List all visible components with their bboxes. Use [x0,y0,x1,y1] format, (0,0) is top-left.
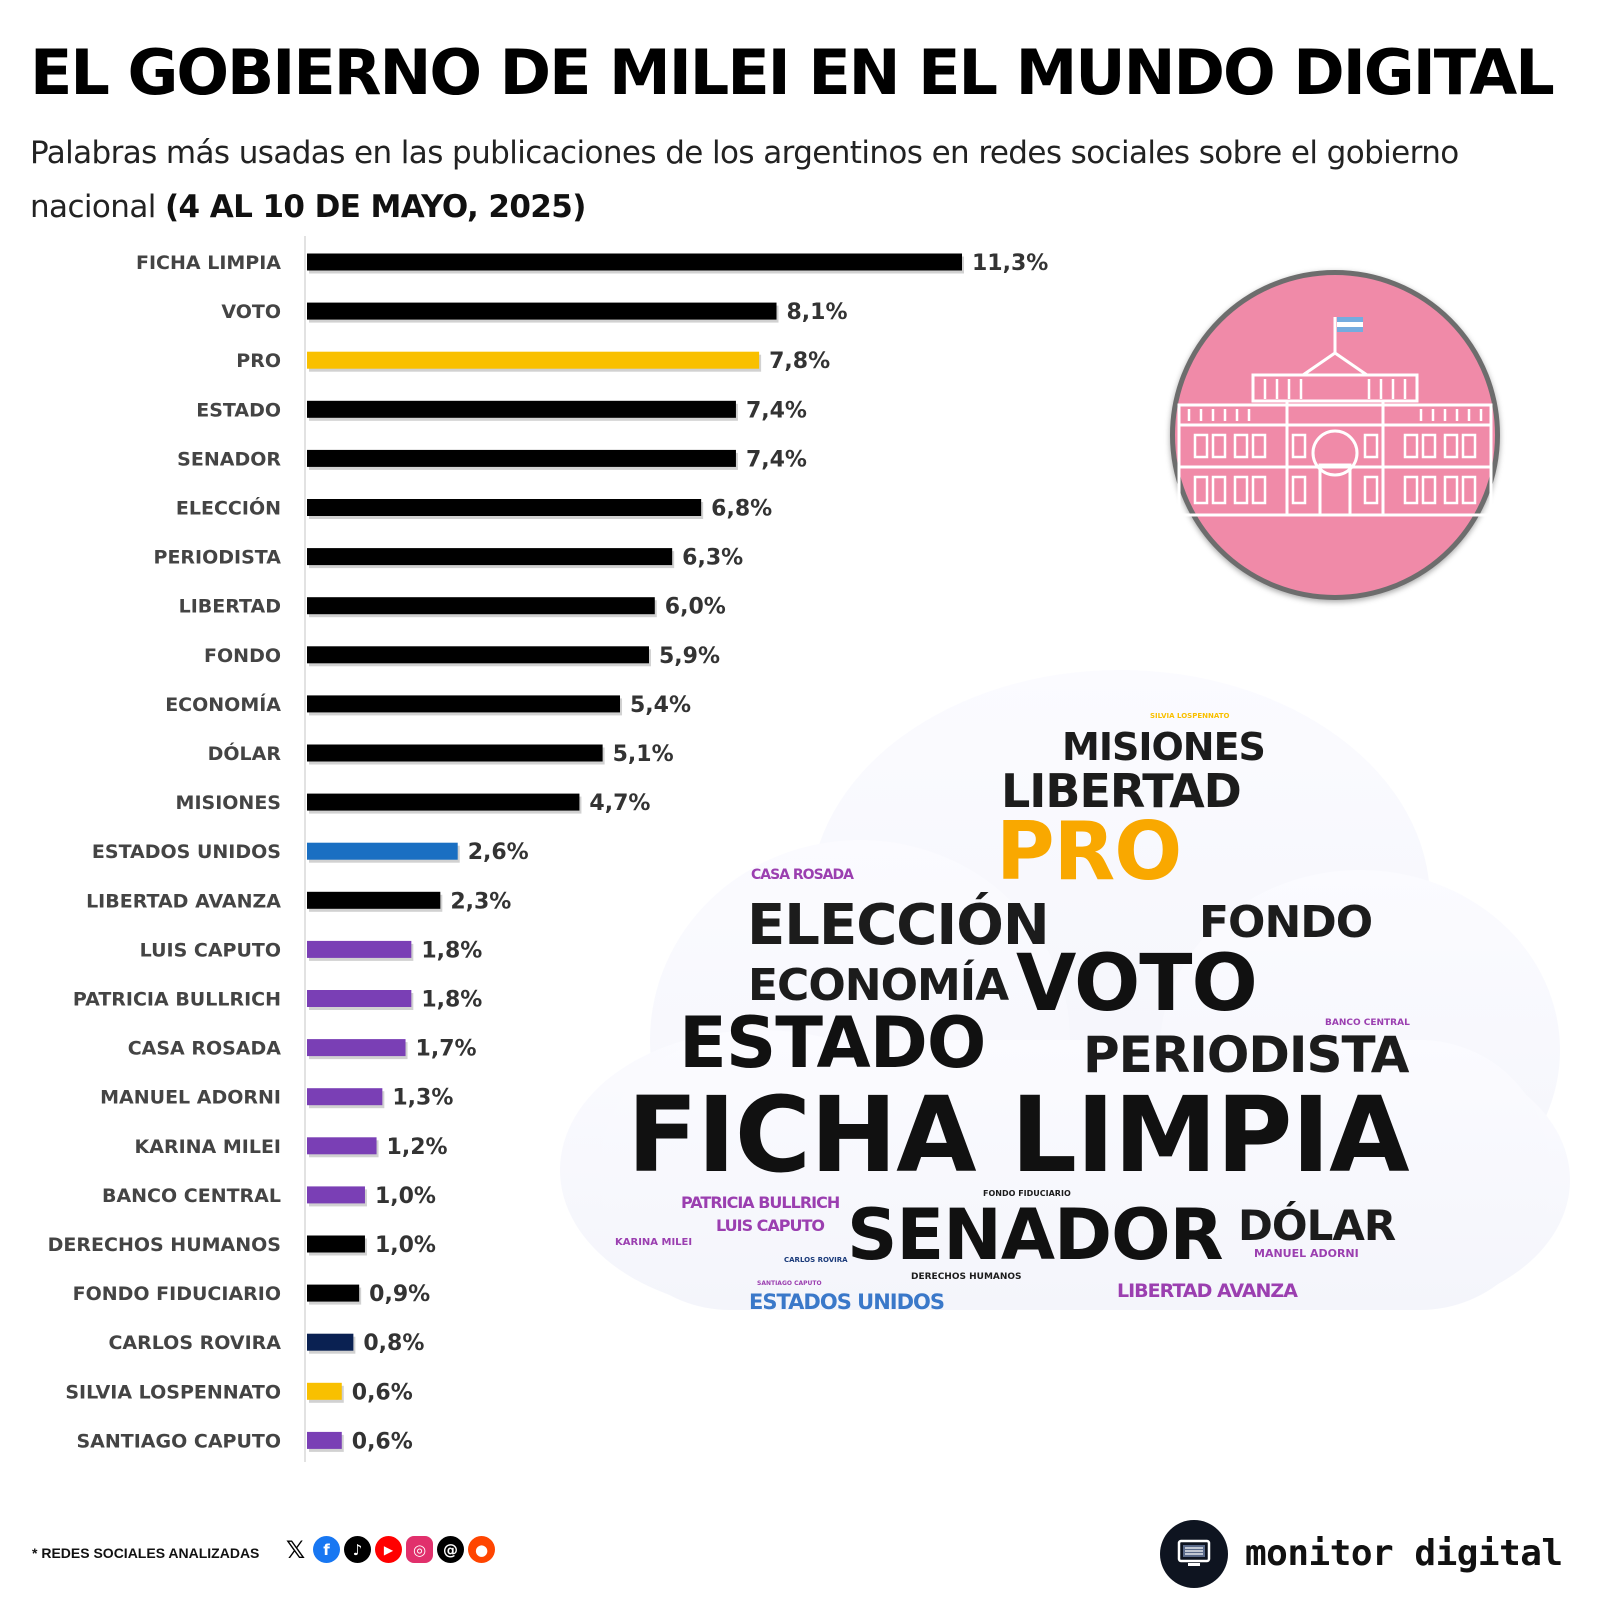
value-label: 1,8% [421,988,482,1013]
value-label: 4,7% [589,791,650,816]
category-label: SENADOR [177,448,281,470]
facebook-icon: f [313,1536,340,1563]
bar-0 [307,253,962,271]
bar-1 [307,302,777,320]
page-title: EL GOBIERNO DE MILEI EN EL MUNDO DIGITAL [30,36,1555,109]
category-label: KARINA MILEI [135,1136,281,1158]
reddit-icon: ● [468,1536,495,1563]
value-label: 1,7% [416,1037,477,1062]
value-label: 1,0% [375,1233,436,1258]
category-label: ECONOMÍA [165,693,281,716]
bar-3 [307,400,736,418]
category-label: PERIODISTA [154,547,282,569]
bar-12 [307,842,458,860]
social-networks-note: * REDES SOCIALES ANALIZADAS [32,1545,260,1561]
category-label: CASA ROSADA [128,1038,282,1060]
monitor-icon [1177,1539,1211,1566]
value-label: 0,8% [363,1331,424,1356]
value-label: 0,9% [369,1282,430,1307]
category-label: SILVIA LOSPENNATO [65,1381,281,1403]
bar-5 [307,499,702,516]
category-label: LUIS CAPUTO [140,939,281,961]
value-label: 6,8% [711,497,772,522]
category-label: MANUEL ADORNI [100,1087,281,1109]
value-label: 0,6% [352,1380,413,1405]
value-label: 6,3% [682,546,743,571]
bar-7 [307,597,655,615]
value-label: 2,6% [468,840,529,865]
bar-24 [307,1431,342,1449]
instagram-icon: ◎ [406,1536,433,1563]
value-label: 1,0% [375,1184,436,1209]
casa-rosada-icon [1177,317,1493,517]
brand-logo [1160,1520,1228,1588]
bar-16 [307,1039,406,1057]
bar-10 [307,744,603,762]
bar-18 [307,1137,377,1155]
value-label: 8,1% [787,300,848,325]
value-label: 5,9% [659,644,720,669]
value-label: 11,3% [972,251,1048,276]
category-label: FONDO FIDUCIARIO [73,1283,281,1305]
category-label: FICHA LIMPIA [136,252,281,274]
value-label: 5,4% [630,693,691,718]
category-label: SANTIAGO CAPUTO [76,1430,281,1452]
bar-17 [307,1088,383,1106]
category-label: ESTADOS UNIDOS [92,841,281,863]
bar-19 [307,1186,365,1204]
subtitle-date-range: (4 AL 10 DE MAYO, 2025) [164,189,586,225]
page-subtitle: Palabras más usadas en las publicaciones… [30,126,1570,234]
category-label: CARLOS ROVIRA [108,1332,281,1354]
value-label: 5,1% [613,742,674,767]
value-label: 7,8% [769,349,830,374]
value-label: 6,0% [665,595,726,620]
value-label: 1,2% [387,1135,448,1160]
category-label: MISIONES [176,792,281,814]
bar-14 [307,940,412,958]
value-label: 2,3% [450,889,511,914]
value-label: 0,6% [352,1429,413,1454]
bar-6 [307,548,673,566]
bar-2 [307,351,760,369]
value-label: 7,4% [746,398,807,423]
social-icons: 𝕏 f ♪ ▶ ◎ @ ● [282,1536,495,1564]
bar-20 [307,1235,365,1253]
x-icon: 𝕏 [282,1536,309,1564]
category-label: PATRICIA BULLRICH [73,989,281,1011]
bar-11 [307,793,580,811]
value-label: 1,8% [421,938,482,963]
category-label: ESTADO [196,399,281,421]
bar-9 [307,695,621,713]
category-label: DÓLAR [208,741,282,765]
bar-15 [307,990,412,1007]
subtitle-regular: Palabras más usadas en las publicaciones… [30,135,1459,225]
category-label: PRO [236,350,281,372]
bar-21 [307,1284,360,1302]
bar-22 [307,1333,354,1351]
category-label: VOTO [221,301,281,323]
youtube-icon: ▶ [375,1536,402,1563]
bar-4 [307,449,736,467]
bar-8 [307,646,649,664]
value-label: 7,4% [746,447,807,472]
threads-icon: @ [437,1536,464,1563]
tiktok-icon: ♪ [344,1536,371,1563]
category-label: ELECCIÓN [176,496,281,520]
category-label: LIBERTAD AVANZA [86,890,281,912]
brand-name: monitor digital [1245,1533,1563,1574]
category-label: DERECHOS HUMANOS [48,1234,281,1256]
value-label: 1,3% [392,1086,453,1111]
category-label: BANCO CENTRAL [102,1185,281,1207]
bar-13 [307,891,441,909]
casa-rosada-emblem [1170,270,1500,600]
category-label: FONDO [204,645,281,667]
category-label: LIBERTAD [179,596,281,618]
bar-23 [307,1382,342,1400]
